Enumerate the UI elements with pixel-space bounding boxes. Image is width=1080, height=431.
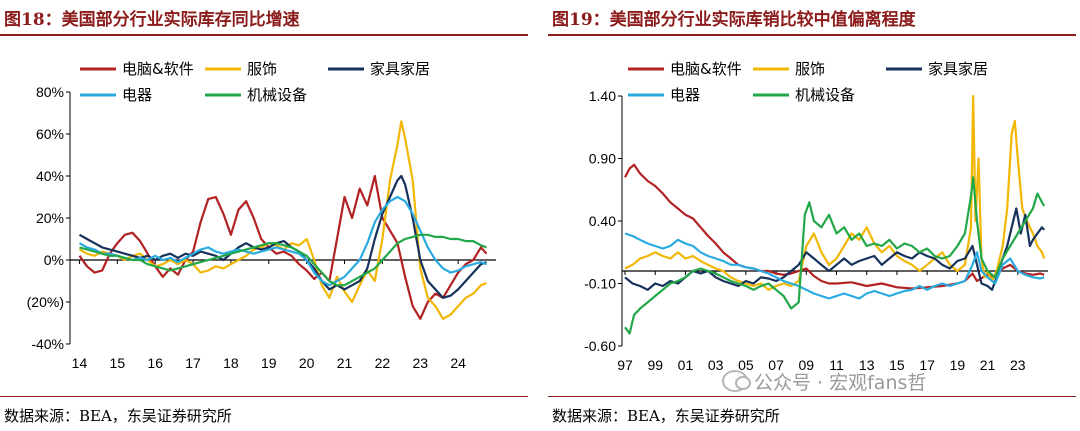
x-tick-label: 15 [889, 357, 905, 373]
x-tick-label: 15 [110, 355, 126, 371]
legend-label: 机械设备 [795, 86, 855, 104]
series-line [624, 176, 1046, 335]
chart-title-bar: 图18：美国部分行业实际库存同比增速 [0, 0, 528, 36]
source-note: 数据来源：BEA，东吴证券研究所 [552, 407, 780, 425]
legend-label: 服饰 [247, 60, 277, 78]
wechat-icon [722, 370, 751, 392]
x-tick-label: 07 [768, 357, 784, 373]
legend-label: 电脑&软件 [122, 60, 194, 78]
y-tick-label: (20%) [27, 294, 64, 310]
y-tick-label: 80% [36, 84, 64, 100]
x-tick-label: 22 [375, 355, 391, 371]
x-tick-label: 03 [708, 357, 724, 373]
chart-panel-left: 图18：美国部分行业实际库存同比增速 80% 60% 40% 20% 0% (20%) -4… [0, 0, 528, 431]
chart-panel-right: 图19：美国部分行业实际库销比较中值偏离程度 1.40 0.90 0.40 -0.10… [548, 0, 1076, 431]
y-tick-label: 60% [36, 126, 64, 142]
x-tick-label: 14 [72, 355, 88, 371]
source-bar: 数据来源：BEA，东吴证券研究所 [548, 396, 1076, 431]
chart-title: 图18：美国部分行业实际库存同比增速 [4, 10, 300, 30]
line-chart-inventory-yoy: 80% 60% 40% 20% 0% (20%) -40% 14 15 16 17 18 19 20 21 2… [27, 60, 496, 371]
x-tick-label: 05 [738, 357, 754, 373]
legend-label: 家具家居 [928, 60, 988, 78]
y-tick-label: 0.40 [589, 213, 616, 229]
x-tick-label: 19 [261, 355, 277, 371]
x-tick-label: 18 [223, 355, 239, 371]
series-line [78, 195, 487, 287]
watermark-text: 公众号 · 宏观fans哲 [754, 372, 927, 394]
legend-label: 电脑&软件 [670, 60, 742, 78]
legend-label: 电器 [122, 86, 152, 104]
x-tick-label: 17 [919, 357, 935, 373]
y-tick-label: 1.40 [589, 88, 616, 104]
source-bar: 数据来源：BEA，东吴证券研究所 [0, 396, 528, 431]
series-line [624, 232, 1045, 300]
source-note: 数据来源：BEA，东吴证券研究所 [4, 407, 232, 425]
legend-label: 电器 [670, 86, 700, 104]
x-tick-label: 11 [829, 357, 844, 373]
y-tick-label: -0.10 [584, 276, 616, 292]
legend-label: 家具家居 [370, 60, 430, 78]
x-tick-label: 99 [647, 357, 663, 373]
x-tick-label: 97 [617, 357, 633, 373]
series-line [78, 174, 488, 320]
series-line [624, 94, 1046, 291]
x-tick-label: 16 [147, 355, 163, 371]
y-tick-label: -0.60 [584, 338, 616, 354]
x-tick-label: 17 [185, 355, 201, 371]
y-tick-label: -40% [31, 336, 64, 352]
x-tick-label: 01 [678, 357, 694, 373]
series-line [78, 174, 487, 299]
y-tick-label: 20% [36, 210, 64, 226]
x-tick-label: 20 [299, 355, 315, 371]
x-tick-label: 23 [1010, 357, 1026, 373]
y-tick-label: 40% [36, 168, 64, 184]
y-tick-label: 0% [44, 252, 64, 268]
x-tick-label: 13 [859, 357, 875, 373]
x-tick-label: 19 [950, 357, 966, 373]
chart-title-bar: 图19：美国部分行业实际库销比较中值偏离程度 [548, 0, 1076, 36]
chart-title: 图19：美国部分行业实际库销比较中值偏离程度 [552, 10, 916, 30]
x-tick-label: 21 [337, 355, 353, 371]
y-tick-label: 0.90 [589, 151, 616, 167]
series-line [78, 120, 487, 320]
x-tick-label: 23 [412, 355, 428, 371]
legend-label: 服饰 [795, 60, 825, 78]
x-tick-label: 24 [450, 355, 466, 371]
series-line [79, 233, 487, 287]
watermark: 公众号 · 宏观fans哲 [722, 368, 926, 396]
legend-label: 机械设备 [247, 86, 307, 104]
x-tick-label: 21 [980, 357, 996, 373]
x-tick-label: 09 [799, 357, 815, 373]
